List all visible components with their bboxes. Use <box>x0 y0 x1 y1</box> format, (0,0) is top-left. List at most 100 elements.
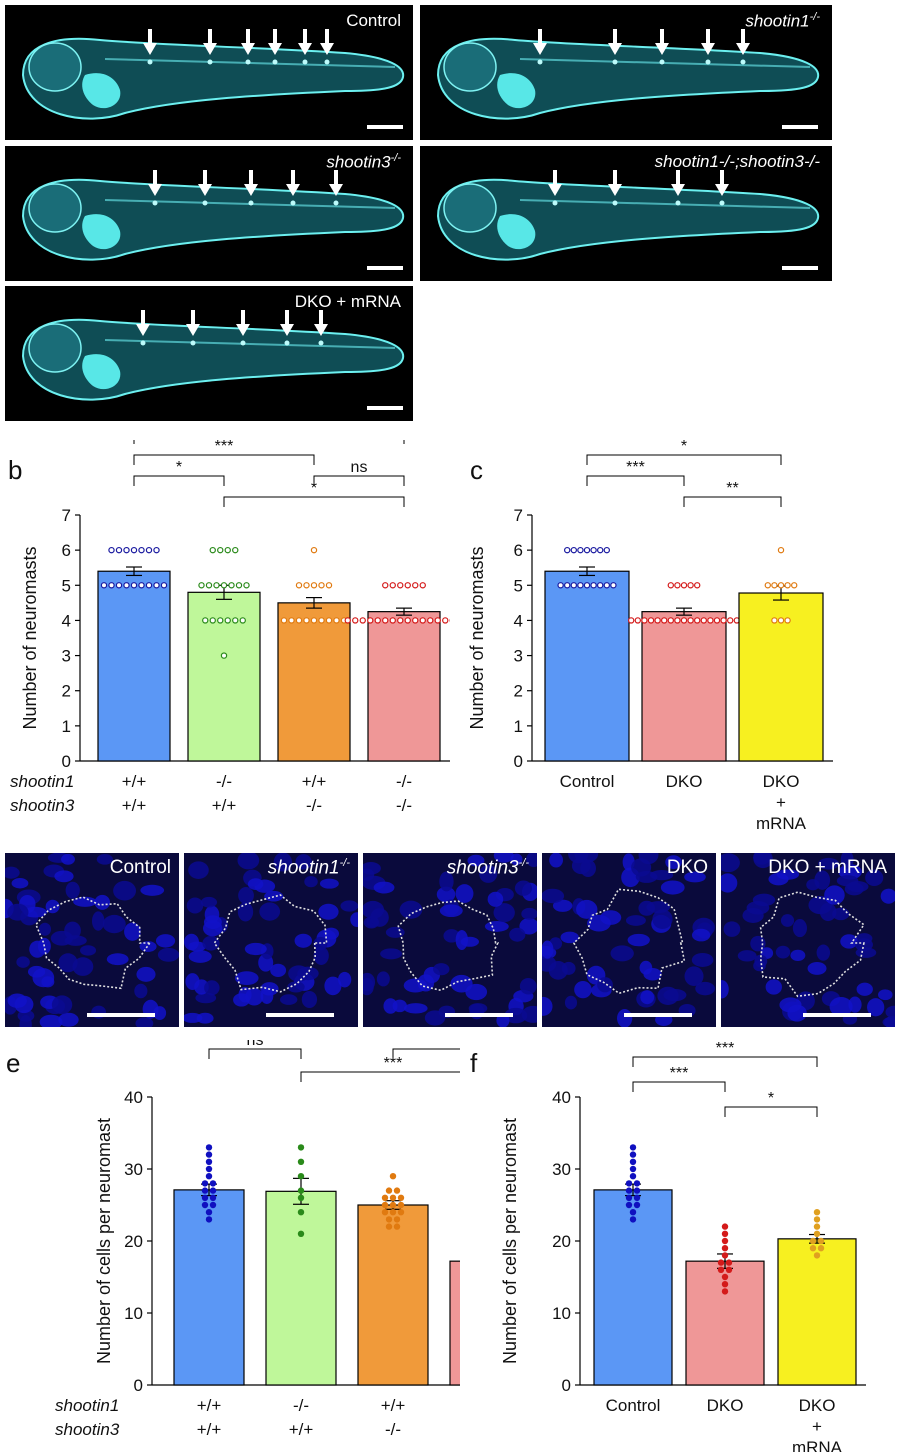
data-point <box>633 1201 641 1209</box>
scale-bar <box>803 1013 871 1017</box>
data-point <box>557 582 564 589</box>
data-point <box>629 1216 637 1223</box>
arrow-head <box>671 184 685 196</box>
y-axis-label: Number of cells per neuromast <box>500 1118 520 1364</box>
nucleus <box>106 953 129 966</box>
data-point <box>213 582 220 589</box>
fish-eye <box>443 183 497 233</box>
data-point <box>629 1144 637 1151</box>
nucleus <box>318 903 339 920</box>
nucleus <box>548 961 568 980</box>
data-point <box>201 1201 209 1209</box>
chart-e: 0 10 20 30 40 Number of cells per neuromast +/… <box>55 1040 460 1439</box>
chart-b: 0 1 2 3 4 5 6 7 Number of neuromasts +/+ +/+ -/- +/+… <box>10 440 450 815</box>
data-point <box>590 582 597 589</box>
nucleus <box>617 1009 633 1027</box>
data-point <box>205 1144 213 1151</box>
nucleus <box>721 980 729 999</box>
nucleus <box>840 934 858 949</box>
genotype-label: -/- <box>293 1396 309 1415</box>
nucleus <box>660 880 685 895</box>
arrow-head <box>186 324 200 336</box>
data-point <box>318 582 325 589</box>
nucleus <box>542 888 565 904</box>
nucleus <box>363 977 374 996</box>
data-point <box>570 582 578 589</box>
significance-bracket <box>133 440 405 444</box>
nucleus <box>73 896 97 907</box>
nucleus <box>723 921 741 937</box>
nucleus <box>273 853 293 872</box>
nucleus <box>721 853 740 873</box>
data-point <box>813 1230 821 1237</box>
data-point <box>130 546 138 554</box>
nucleus <box>260 988 274 1004</box>
nucleus <box>385 926 405 938</box>
data-point <box>297 1209 305 1216</box>
nucleus <box>574 980 592 999</box>
nucleus <box>493 853 514 863</box>
scale-bar <box>266 1013 334 1017</box>
data-point <box>577 546 584 554</box>
arrow-head <box>148 184 162 196</box>
data-point <box>217 546 224 554</box>
nucleus <box>829 997 853 1017</box>
arrow-head <box>533 43 547 55</box>
neuromast-drawing <box>363 853 537 1027</box>
significance-label: ns <box>351 459 368 476</box>
bar <box>97 570 171 762</box>
data-point <box>280 617 288 624</box>
category-label: DKO <box>707 1396 744 1415</box>
data-point <box>297 1230 305 1237</box>
nucleus <box>684 871 706 883</box>
genotype-label: -/- <box>385 1420 401 1439</box>
nucleus <box>139 941 157 952</box>
data-point <box>667 582 674 589</box>
nucleus <box>657 986 679 1005</box>
data-point <box>813 1209 821 1216</box>
arrow-head <box>298 43 312 55</box>
nucleus <box>373 881 395 894</box>
nucleus <box>564 995 578 1010</box>
data-point <box>610 582 617 589</box>
data-point <box>583 582 591 589</box>
nucleus <box>455 884 474 903</box>
nucleus <box>549 853 564 868</box>
data-point <box>297 1144 305 1151</box>
scale-bar <box>624 1013 692 1017</box>
significance-bracket <box>133 454 315 465</box>
data-point <box>297 1173 305 1180</box>
data-point <box>629 1158 637 1165</box>
y-tick-label: 1 <box>514 717 523 736</box>
significance-label: * <box>681 440 687 455</box>
neuromast-dot <box>190 340 196 346</box>
panel-letter-e: e <box>6 1048 21 1078</box>
nucleus <box>691 953 714 967</box>
genotype-row-label: shootin3 <box>10 796 75 815</box>
significance-label: *** <box>215 440 234 455</box>
nucleus <box>504 1007 528 1024</box>
data-point <box>382 617 389 624</box>
nucleus <box>203 915 222 930</box>
arrow-head <box>198 184 212 196</box>
data-point <box>393 1187 401 1194</box>
nucleus <box>102 914 126 934</box>
category-label: mRNA <box>756 814 807 833</box>
y-tick-label: 0 <box>562 1376 571 1395</box>
data-point <box>209 546 216 554</box>
neuromast-image-dko-mrna: DKO + mRNA <box>721 853 895 1027</box>
data-point <box>228 582 235 589</box>
fish-body <box>21 37 405 120</box>
data-point <box>310 617 318 624</box>
data-point <box>232 617 239 624</box>
data-point <box>771 582 778 589</box>
nucleus <box>627 933 650 947</box>
nucleus <box>51 995 73 1015</box>
nucleus <box>752 893 776 907</box>
data-point <box>427 617 434 624</box>
data-point <box>333 617 340 624</box>
neuromast-dot <box>245 59 251 65</box>
data-point <box>153 546 160 554</box>
y-tick-label: 6 <box>62 541 71 560</box>
nucleus <box>737 950 757 962</box>
